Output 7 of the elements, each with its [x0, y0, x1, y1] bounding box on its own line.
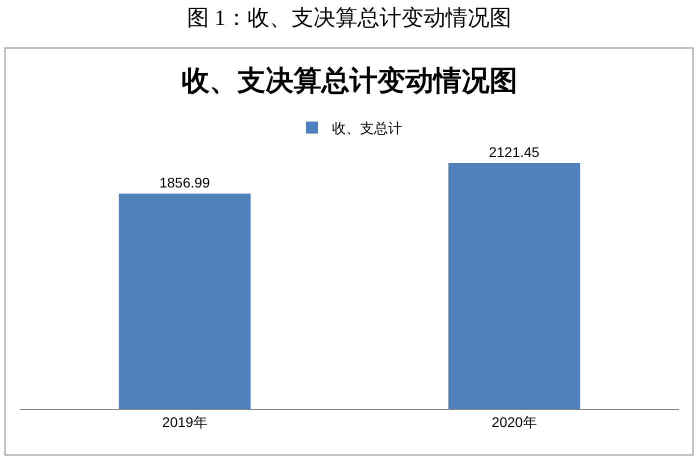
- x-tick-label: 2019年: [162, 414, 208, 430]
- chart-title: 收、支决算总计变动情况图: [182, 64, 518, 97]
- caption: 图 1：收、支决算总计变动情况图: [187, 5, 512, 30]
- legend-label: 收、支总计: [332, 120, 402, 136]
- x-tick-label: 2020年: [492, 414, 537, 430]
- data-label: 2121.45: [488, 144, 540, 160]
- data-label: 1856.99: [159, 174, 210, 191]
